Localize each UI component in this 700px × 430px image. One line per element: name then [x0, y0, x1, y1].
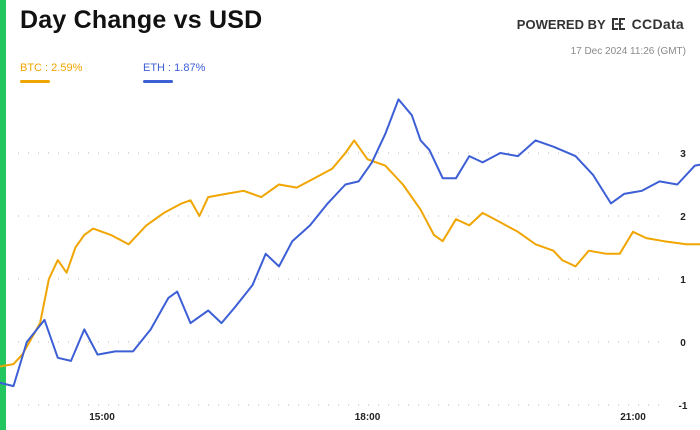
- y-tick-label: 1: [680, 275, 686, 286]
- y-tick-label: -1: [679, 401, 688, 412]
- ccdata-logo-icon: [611, 18, 625, 30]
- series-layer: [0, 98, 700, 388]
- legend-label-btc: BTC : 2.59%: [20, 62, 83, 74]
- legend-swatch-btc: [20, 80, 50, 83]
- legend-label-eth: ETH : 1.87%: [143, 62, 206, 74]
- brand-prefix: POWERED BY: [516, 16, 606, 32]
- timestamp: 17 Dec 2024 11:26 (GMT): [570, 46, 686, 57]
- y-tick-label: 2: [680, 212, 686, 223]
- y-tick-label: 0: [680, 338, 686, 349]
- y-tick-label: 3: [680, 149, 686, 160]
- legend-item-btc[interactable]: BTC : 2.59%: [20, 62, 82, 83]
- x-tick-label: 15:00: [89, 412, 115, 423]
- legend-swatch-eth: [143, 80, 173, 83]
- accent-bar: [0, 0, 6, 430]
- y-axis-ticks: -1 0 1 2 3: [679, 149, 688, 412]
- legend-item-eth[interactable]: ETH : 1.87%: [143, 62, 205, 83]
- brand-badge[interactable]: POWERED BY CCData: [517, 16, 684, 32]
- brand-name: CCData: [631, 16, 684, 32]
- grid-lines: [18, 152, 665, 406]
- series-line-btc: [0, 139, 700, 368]
- series-line-eth: [0, 98, 700, 388]
- x-tick-label: 18:00: [355, 412, 381, 423]
- x-tick-label: 21:00: [620, 412, 646, 423]
- chart-title: Day Change vs USD: [20, 6, 263, 34]
